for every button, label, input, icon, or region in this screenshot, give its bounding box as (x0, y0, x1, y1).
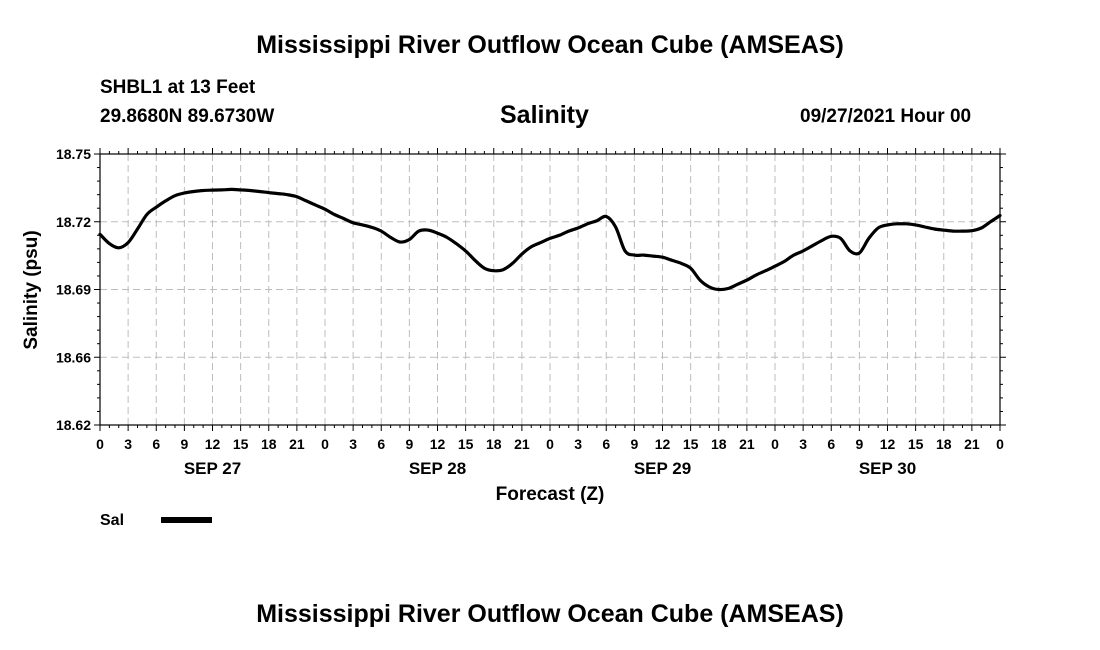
y-tick-label: 18.72 (56, 214, 91, 230)
x-tick-label: 3 (799, 436, 807, 452)
y-axis: 18.75 18.72 18.69 18.66 18.62 (56, 146, 1006, 433)
legend-label: Sal (100, 512, 124, 529)
day-label: SEP 28 (409, 459, 466, 478)
x-tick-label: 12 (655, 436, 671, 452)
x-tick-label: 12 (880, 436, 896, 452)
station-label: SHBL1 at 13 Feet (100, 77, 256, 98)
day-label: SEP 29 (634, 459, 691, 478)
x-tick-label: 0 (546, 436, 554, 452)
y-tick-label: 18.66 (56, 349, 91, 365)
x-tick-label: 9 (855, 436, 863, 452)
x-tick-label: 0 (321, 436, 329, 452)
x-tick-label: 21 (289, 436, 305, 452)
x-tick-label: 18 (486, 436, 502, 452)
x-tick-label: 3 (124, 436, 132, 452)
footer-title: Mississippi River Outflow Ocean Cube (AM… (256, 600, 844, 628)
x-tick-label: 6 (152, 436, 160, 452)
x-tick-label: 12 (430, 436, 446, 452)
plot-frame (99, 153, 1001, 426)
x-axis-label: Forecast (Z) (496, 484, 605, 505)
forecast-date: 09/27/2021 Hour 00 (800, 106, 972, 127)
chart-title: Mississippi River Outflow Ocean Cube (AM… (256, 31, 844, 59)
x-tick-label: 21 (514, 436, 530, 452)
x-tick-label: 3 (574, 436, 582, 452)
x-tick-label: 9 (405, 436, 413, 452)
y-axis-label: Salinity (psu) (21, 230, 42, 349)
x-tick-label: 6 (602, 436, 610, 452)
x-tick-label: 9 (630, 436, 638, 452)
x-tick-label: 0 (96, 436, 104, 452)
x-tick-label: 0 (996, 436, 1004, 452)
day-label: SEP 30 (859, 459, 916, 478)
series-layer (98, 187, 1002, 292)
x-tick-label: 18 (711, 436, 727, 452)
station-coordinates: 29.8680N 89.6730W (100, 106, 275, 127)
x-tick-label: 15 (908, 436, 924, 452)
x-tick-label: 18 (936, 436, 952, 452)
x-tick-label: 6 (827, 436, 835, 452)
x-tick-label: 0 (771, 436, 779, 452)
y-tick-label: 18.75 (56, 146, 91, 162)
x-tick-label: 9 (180, 436, 188, 452)
day-label: SEP 27 (184, 459, 241, 478)
y-tick-label: 18.62 (56, 417, 91, 433)
x-tick-label: 15 (458, 436, 474, 452)
grid-lines (100, 154, 1000, 425)
x-tick-label: 3 (349, 436, 357, 452)
series-line-sal (98, 187, 1002, 292)
x-tick-label: 21 (964, 436, 980, 452)
y-tick-label: 18.69 (56, 282, 91, 298)
x-axis: 0 3 6 9 12 15 18 21 0 3 6 9 12 15 18 21 0 3 6 9 12 15 18 21 0 3 6 9… (96, 148, 1004, 478)
x-tick-label: 21 (739, 436, 755, 452)
variable-title: Salinity (500, 101, 589, 129)
x-tick-label: 15 (683, 436, 699, 452)
x-tick-label: 15 (233, 436, 249, 452)
x-tick-label: 18 (261, 436, 277, 452)
x-tick-label: 6 (377, 436, 385, 452)
x-tick-label: 12 (205, 436, 221, 452)
